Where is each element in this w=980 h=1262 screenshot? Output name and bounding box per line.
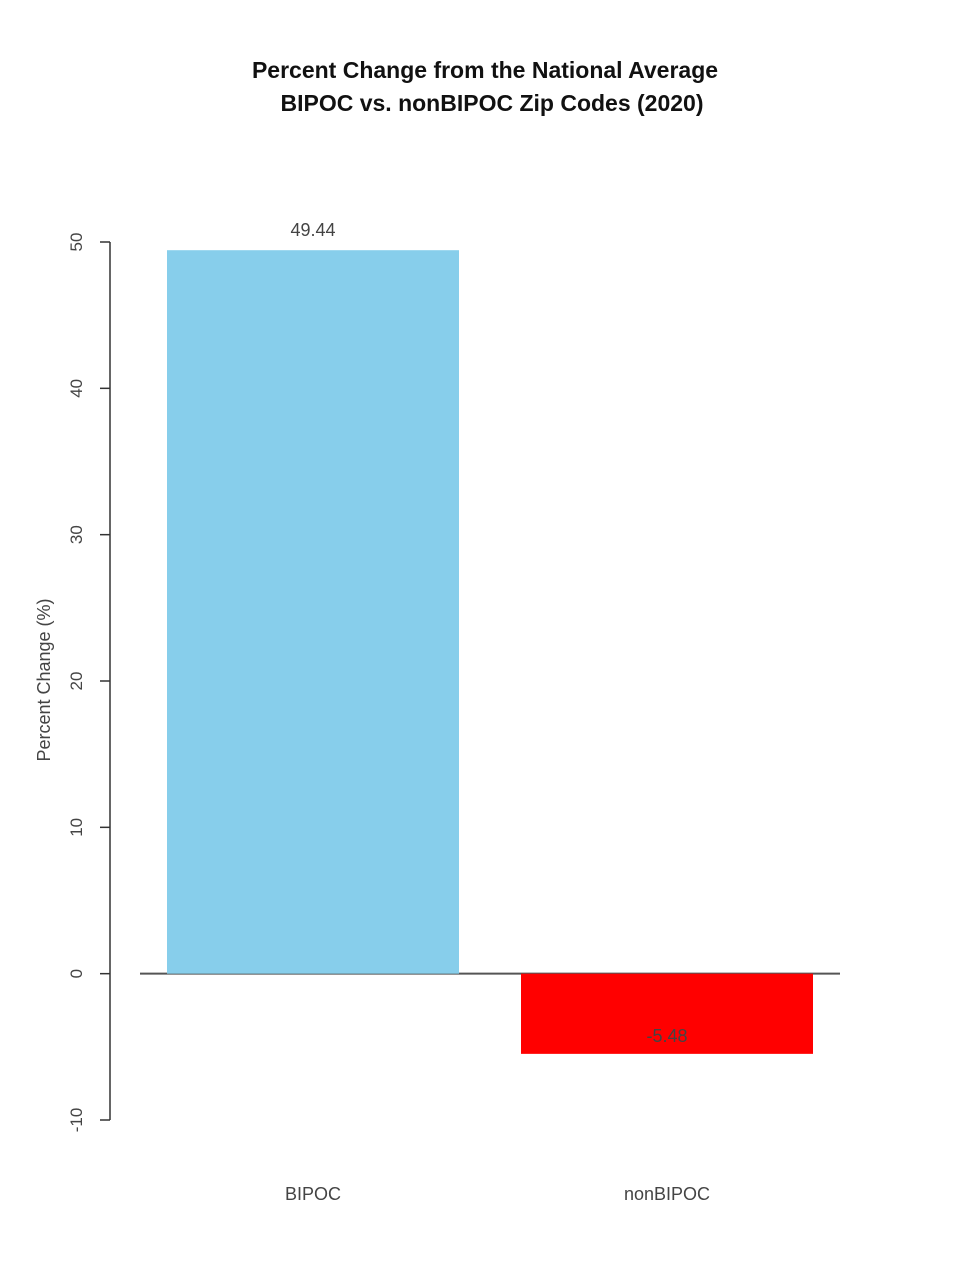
y-tick-label: 10 [67,818,86,837]
y-tick-label: 0 [67,969,86,978]
chart-title: Percent Change from the National Average [252,57,718,83]
bar-nonBIPOC [521,973,813,1054]
bar-BIPOC [167,250,459,974]
x-tick-label: BIPOC [285,1184,341,1204]
chart-subtitle: BIPOC vs. nonBIPOC Zip Codes (2020) [280,90,703,116]
bars: 49.44 BIPOC -5.48 nonBIPOC [167,220,813,1204]
y-axis: -10 0 10 20 30 40 50 [67,233,840,1133]
x-tick-label: nonBIPOC [624,1184,710,1204]
y-tick-label: -10 [67,1108,86,1133]
y-tick-label: 50 [67,233,86,252]
data-label: -5.48 [646,1026,687,1046]
data-label: 49.44 [290,220,335,240]
y-tick-label: 30 [67,525,86,544]
y-axis-label: Percent Change (%) [34,598,54,761]
y-tick-label: 20 [67,672,86,691]
y-tick-label: 40 [67,379,86,398]
